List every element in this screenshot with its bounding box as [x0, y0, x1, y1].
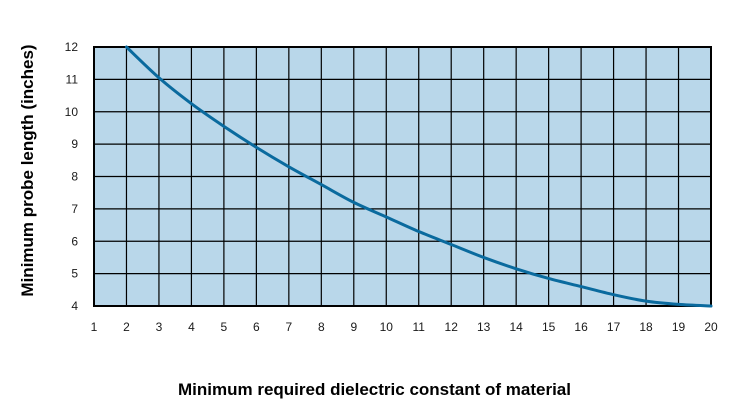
y-tick-label: 5: [71, 267, 78, 281]
y-tick-label: 4: [71, 299, 78, 313]
x-axis-title: Minimum required dielectric constant of …: [178, 380, 571, 399]
x-tick-label: 15: [542, 320, 556, 334]
x-tick-label: 18: [639, 320, 653, 334]
x-tick-label: 3: [156, 320, 163, 334]
x-tick-label: 14: [509, 320, 523, 334]
plot-border: [93, 46, 712, 307]
x-tick-label: 1: [91, 320, 98, 334]
x-tick-labels: 1 2 3 4 5 6 7 8 9 10 11 12 13 14 15 16 17 18 19 20: [91, 320, 718, 334]
x-tick-label: 4: [188, 320, 195, 334]
x-tick-label: 20: [704, 320, 718, 334]
x-tick-label: 7: [285, 320, 292, 334]
x-tick-label: 2: [123, 320, 130, 334]
y-tick-label: 6: [71, 234, 78, 248]
x-tick-label: 9: [350, 320, 357, 334]
x-tick-label: 5: [221, 320, 228, 334]
y-axis-title: Minimum probe length (inches): [18, 44, 37, 296]
x-tick-label: 11: [413, 320, 426, 334]
y-tick-label: 11: [66, 72, 79, 86]
x-tick-label: 8: [318, 320, 325, 334]
x-tick-label: 6: [253, 320, 260, 334]
y-tick-labels: 4 5 6 7 8 9 10 11 12: [65, 40, 79, 313]
x-tick-label: 17: [607, 320, 621, 334]
series-line: [124, 45, 713, 308]
y-tick-label: 7: [71, 202, 78, 216]
y-tick-label: 9: [71, 137, 78, 151]
y-tick-label: 12: [65, 40, 79, 54]
x-tick-label: 19: [672, 320, 686, 334]
x-tick-label: 12: [445, 320, 459, 334]
x-tick-label: 13: [477, 320, 491, 334]
x-tick-label: 16: [574, 320, 588, 334]
y-tick-label: 8: [71, 170, 78, 184]
x-tick-label: 10: [380, 320, 394, 334]
y-tick-label: 10: [65, 105, 79, 119]
